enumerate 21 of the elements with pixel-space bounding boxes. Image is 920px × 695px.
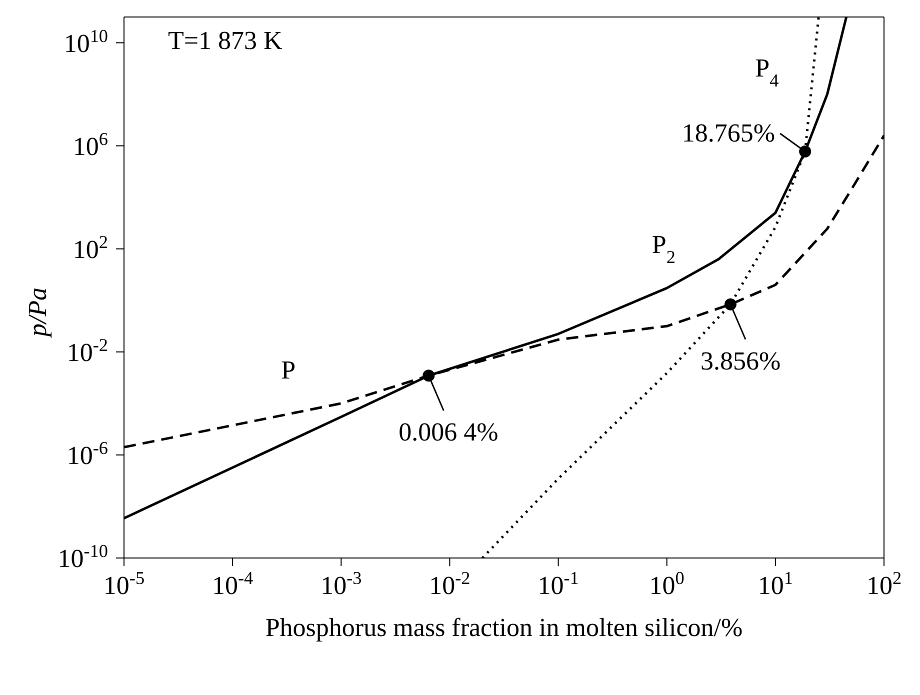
x-tick-label: 10$^{2}$ bbox=[866, 568, 902, 600]
series-label: P$_{4}$ bbox=[755, 54, 779, 91]
annotation: 18.765% bbox=[682, 118, 776, 148]
x-axis-title: Phosphorus mass fraction in molten silicon/% bbox=[265, 613, 743, 642]
series-label: P$_{2}$ bbox=[652, 230, 676, 268]
annotation: 3.856% bbox=[700, 346, 781, 376]
annotation: 0.006 4% bbox=[398, 418, 498, 447]
annotation: T=1 873 K bbox=[168, 26, 282, 56]
y-axis-title: p/Pa bbox=[23, 287, 53, 337]
x-tick-label: 10$^{-4}$ bbox=[212, 568, 254, 600]
y-tick-label: 10$^{6}$ bbox=[72, 128, 108, 161]
x-tick-label: 10$^{-3}$ bbox=[320, 568, 362, 600]
series-label: P bbox=[281, 355, 296, 384]
x-tick-label: 10$^{0}$ bbox=[649, 568, 684, 600]
x-tick-label: 10$^{-2}$ bbox=[429, 568, 470, 600]
x-tick-label: 10$^{1}$ bbox=[758, 568, 793, 600]
y-tick-label: 10$^{10}$ bbox=[64, 26, 108, 58]
y-tick-label: 10$^{-2}$ bbox=[66, 334, 108, 367]
y-tick-label: 10$^{2}$ bbox=[72, 232, 108, 264]
x-tick-label: 10$^{-1}$ bbox=[538, 568, 579, 600]
y-tick-label: 10$^{-6}$ bbox=[66, 438, 108, 470]
